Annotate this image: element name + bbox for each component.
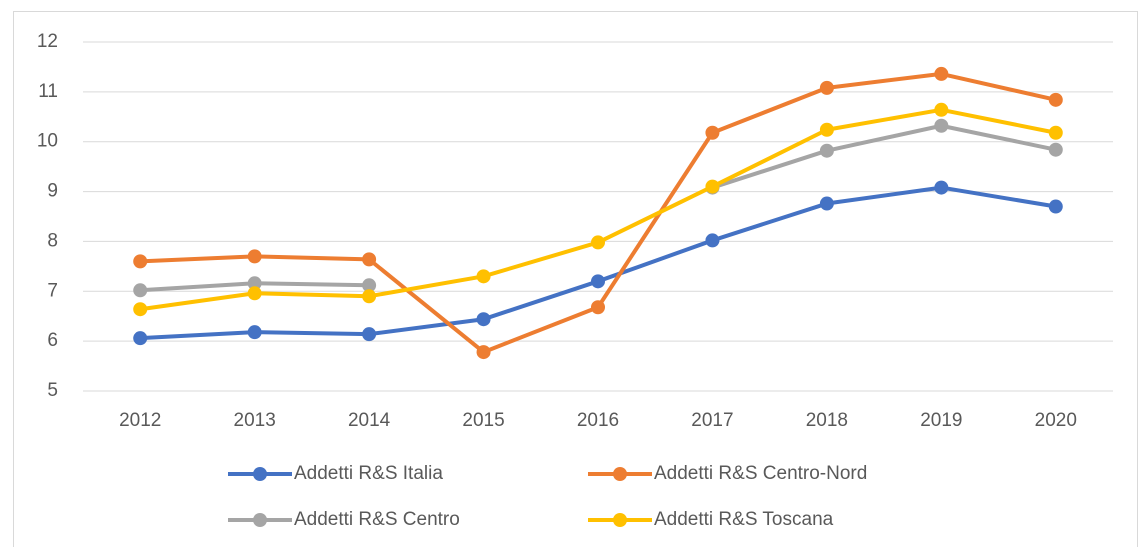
legend-label: Addetti R&S Italia [294, 463, 443, 484]
data-point [591, 300, 605, 315]
data-point [705, 233, 720, 248]
data-point [819, 196, 834, 211]
data-point [934, 102, 949, 117]
legend-marker [253, 513, 267, 527]
data-point [819, 122, 834, 137]
x-tick-label: 2016 [577, 410, 619, 431]
data-point [247, 276, 262, 291]
data-point [819, 143, 834, 158]
y-tick-label: 12 [37, 31, 58, 52]
data-point [247, 286, 262, 301]
data-point [1048, 199, 1063, 214]
data-point [705, 179, 720, 194]
data-point [934, 180, 949, 195]
data-point [819, 80, 834, 95]
data-point [362, 278, 377, 293]
data-point [247, 249, 262, 264]
data-point [133, 302, 148, 317]
legend-marker [253, 467, 267, 481]
y-tick-label: 7 [47, 280, 58, 301]
data-point [1048, 92, 1063, 107]
data-point [362, 252, 377, 267]
y-tick-label: 11 [38, 81, 58, 102]
data-point [476, 312, 491, 327]
x-tick-label: 2019 [920, 410, 962, 431]
data-point [476, 345, 491, 360]
legend-label: Addetti R&S Centro-Nord [654, 463, 867, 484]
x-tick-label: 2017 [691, 410, 733, 431]
x-tick-label: 2015 [462, 410, 504, 431]
y-tick-label: 9 [47, 181, 58, 202]
chart-frame [13, 11, 1138, 552]
data-point [362, 289, 377, 304]
legend-marker [613, 467, 627, 481]
x-tick-label: 2020 [1035, 410, 1077, 431]
data-point [591, 235, 605, 250]
data-point [705, 125, 720, 140]
x-tick-label: 2014 [348, 410, 391, 431]
data-point [247, 325, 262, 340]
data-point [133, 254, 148, 269]
y-tick-label: 10 [37, 131, 58, 152]
data-point [476, 269, 491, 284]
data-point [362, 327, 377, 342]
data-point [934, 118, 949, 133]
data-point [1048, 142, 1063, 157]
y-tick-label: 6 [47, 330, 58, 351]
x-tick-label: 2018 [806, 410, 848, 431]
data-point [133, 283, 148, 298]
legend-label: Addetti R&S Centro [294, 509, 460, 530]
data-point [133, 331, 148, 346]
legend-marker [613, 513, 627, 527]
data-point [1048, 125, 1063, 140]
data-point [591, 274, 605, 289]
legend-label: Addetti R&S Toscana [654, 509, 834, 530]
data-point [934, 66, 949, 81]
x-tick-label: 2012 [119, 410, 161, 431]
y-tick-label: 5 [47, 380, 58, 401]
y-tick-label: 8 [47, 230, 58, 251]
x-tick-label: 2013 [234, 410, 276, 431]
